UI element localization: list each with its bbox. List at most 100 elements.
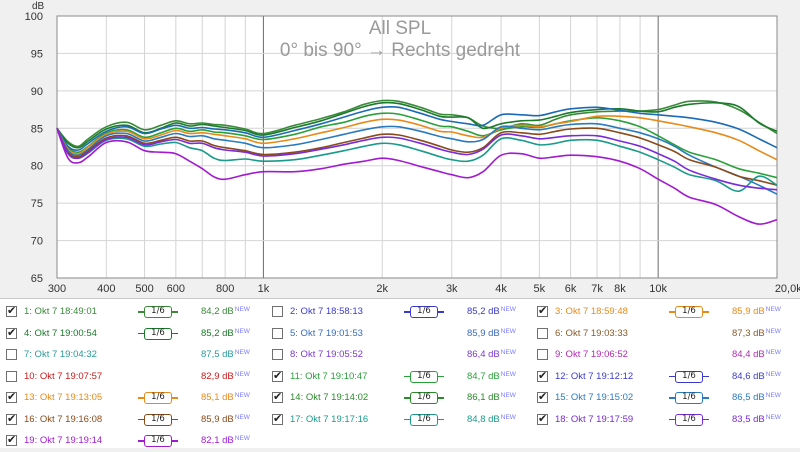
y-tick-label: 70 — [31, 236, 43, 248]
legend-entry[interactable]: ✔ 4: Okt 7 19:00:54 1/6 85,2 dBNEW — [0, 325, 266, 345]
legend-value: 82,9 dBNEW — [201, 371, 250, 383]
series-line-15 — [56, 122, 778, 195]
legend-label[interactable]: 1: Okt 7 18:49:01 — [24, 306, 97, 317]
smoothing-button[interactable]: 1/6 — [669, 392, 709, 404]
x-tick-label: 8k — [614, 283, 626, 295]
legend-value: 82,1 dBNEW — [201, 435, 250, 447]
smoothing-button[interactable]: 1/6 — [404, 370, 444, 383]
legend-entry[interactable]: ✔ 19: Okt 7 19:19:14 1/6 82,1 dBNEW — [0, 432, 266, 452]
legend-entry[interactable]: ✔ 18: Okt 7 19:17:59 1/6 83,5 dBNEW — [531, 411, 797, 431]
smoothing-button[interactable]: 1/6 — [404, 413, 444, 426]
legend-entry[interactable]: 8: Okt 7 19:05:52 86,4 dBNEW — [266, 346, 532, 366]
legend-value: 84,8 dBNEW — [467, 414, 516, 426]
legend-checkbox[interactable]: ✔ — [6, 304, 17, 317]
legend-checkbox[interactable] — [272, 349, 283, 360]
smoothing-button[interactable]: 1/6 — [404, 392, 444, 404]
new-badge: NEW — [765, 349, 781, 356]
legend-entry[interactable]: 6: Okt 7 19:03:33 87,3 dBNEW — [531, 325, 797, 345]
legend-checkbox[interactable]: ✔ — [537, 304, 548, 317]
smoothing-button[interactable]: 1/6 — [138, 435, 178, 447]
legend-checkbox[interactable]: ✔ — [537, 411, 548, 425]
legend-checkbox[interactable] — [272, 306, 283, 317]
legend-label[interactable]: 6: Okt 7 19:03:33 — [555, 327, 628, 339]
legend-checkbox[interactable]: ✔ — [272, 369, 283, 382]
legend-label[interactable]: 3: Okt 7 18:59:48 — [555, 306, 628, 317]
legend-label[interactable]: 17: Okt 7 19:17:16 — [290, 413, 369, 425]
spl-value: 83,5 dB — [732, 413, 765, 425]
legend-value: 85,2 dBNEW — [201, 328, 250, 340]
new-badge: NEW — [500, 370, 516, 378]
x-tick-label: 500 — [135, 283, 153, 295]
legend-entry[interactable]: ✔ 12: Okt 7 19:12:12 1/6 84,6 dBNEW — [531, 368, 797, 388]
check-icon: ✔ — [538, 390, 548, 403]
legend-label[interactable]: 9: Okt 7 19:06:52 — [555, 349, 628, 360]
legend-label[interactable]: 19: Okt 7 19:19:14 — [24, 435, 103, 446]
legend-entry[interactable]: 7: Okt 7 19:04:32 87,5 dBNEW — [0, 346, 266, 366]
legend-checkbox[interactable]: ✔ — [272, 390, 283, 403]
legend-checkbox[interactable] — [537, 327, 548, 339]
legend-label[interactable]: 13: Okt 7 19:13:05 — [24, 392, 103, 403]
legend-checkbox[interactable]: ✔ — [6, 433, 17, 446]
smoothing-button[interactable]: 1/6 — [669, 370, 709, 383]
legend-checkbox[interactable]: ✔ — [6, 326, 17, 339]
legend-label[interactable]: 11: Okt 7 19:10:47 — [290, 370, 368, 382]
spl-value: 84,6 dB — [732, 370, 765, 382]
smoothing-button[interactable]: 1/6 — [669, 306, 709, 318]
legend-checkbox[interactable]: ✔ — [6, 390, 17, 403]
legend-label[interactable]: 8: Okt 7 19:05:52 — [290, 349, 363, 360]
y-tick-label: 90 — [31, 86, 43, 98]
check-icon: ✔ — [538, 411, 548, 425]
legend-label[interactable]: 10: Okt 7 19:07:57 — [24, 370, 103, 382]
smoothing-button[interactable]: 1/6 — [138, 306, 178, 318]
check-icon: ✔ — [7, 411, 17, 425]
smoothing-label: 1/6 — [151, 306, 165, 316]
legend-checkbox[interactable] — [272, 327, 283, 339]
legend-checkbox[interactable]: ✔ — [272, 412, 283, 425]
legend-entry[interactable]: ✔ 17: Okt 7 19:17:16 1/6 84,8 dBNEW — [266, 411, 532, 431]
legend-entry[interactable]: 9: Okt 7 19:06:52 84,4 dBNEW — [531, 346, 797, 366]
legend-checkbox[interactable]: ✔ — [537, 369, 548, 382]
legend-label[interactable]: 14: Okt 7 19:14:02 — [290, 392, 369, 403]
check-icon: ✔ — [273, 390, 283, 403]
legend-checkbox[interactable]: ✔ — [537, 390, 548, 403]
legend-checkbox[interactable]: ✔ — [6, 411, 17, 425]
legend-value: 85,9 dBNEW — [201, 414, 250, 426]
legend-label[interactable]: 12: Okt 7 19:12:12 — [555, 370, 634, 382]
y-tick-label: 80 — [31, 161, 43, 173]
legend-label[interactable]: 7: Okt 7 19:04:32 — [24, 349, 97, 360]
smoothing-button[interactable]: 1/6 — [138, 413, 178, 426]
new-badge: NEW — [234, 392, 250, 399]
legend-checkbox[interactable] — [6, 370, 17, 382]
legend-entry[interactable]: 2: Okt 7 18:58:13 1/6 85,2 dBNEW — [266, 303, 532, 323]
smoothing-button[interactable]: 1/6 — [404, 306, 444, 318]
legend-label[interactable]: 5: Okt 7 19:01:53 — [290, 327, 363, 339]
legend-checkbox[interactable] — [6, 349, 17, 360]
x-tick-label: 800 — [216, 283, 234, 295]
legend-checkbox[interactable] — [537, 349, 548, 360]
legend-entry[interactable]: 5: Okt 7 19:01:53 85,9 dBNEW — [266, 325, 532, 345]
new-badge: NEW — [500, 392, 516, 399]
legend-entry[interactable]: ✔ 16: Okt 7 19:16:08 1/6 85,9 dBNEW — [0, 411, 266, 431]
smoothing-label: 1/6 — [151, 392, 165, 402]
legend-entry[interactable]: ✔ 11: Okt 7 19:10:47 1/6 84,7 dBNEW — [266, 368, 532, 388]
legend-value: 87,5 dBNEW — [201, 349, 250, 361]
legend-label[interactable]: 4: Okt 7 19:00:54 — [24, 327, 97, 339]
legend-entry[interactable]: ✔ 14: Okt 7 19:14:02 1/6 86,1 dBNEW — [266, 389, 532, 409]
spl-value: 85,2 dB — [467, 306, 500, 317]
spl-value: 86,4 dB — [467, 349, 500, 360]
smoothing-button[interactable]: 1/6 — [669, 413, 709, 426]
legend-label[interactable]: 15: Okt 7 19:15:02 — [555, 392, 634, 403]
legend-entry[interactable]: ✔ 13: Okt 7 19:13:05 1/6 85,1 dBNEW — [0, 389, 266, 409]
smoothing-label: 1/6 — [682, 370, 696, 381]
x-tick-label: 300 — [48, 283, 66, 295]
legend-entry[interactable]: ✔ 3: Okt 7 18:59:48 1/6 85,9 dBNEW — [531, 303, 797, 323]
y-tick-label: 85 — [31, 123, 43, 135]
legend-label[interactable]: 16: Okt 7 19:16:08 — [24, 413, 103, 425]
legend-label[interactable]: 2: Okt 7 18:58:13 — [290, 306, 363, 317]
smoothing-button[interactable]: 1/6 — [138, 392, 178, 404]
smoothing-button[interactable]: 1/6 — [138, 327, 178, 340]
legend-entry[interactable]: ✔ 1: Okt 7 18:49:01 1/6 84,2 dBNEW — [0, 303, 266, 323]
legend-label[interactable]: 18: Okt 7 19:17:59 — [555, 413, 634, 425]
legend-entry[interactable]: 10: Okt 7 19:07:57 82,9 dBNEW — [0, 368, 266, 388]
legend-entry[interactable]: ✔ 15: Okt 7 19:15:02 1/6 86,5 dBNEW — [531, 389, 797, 409]
